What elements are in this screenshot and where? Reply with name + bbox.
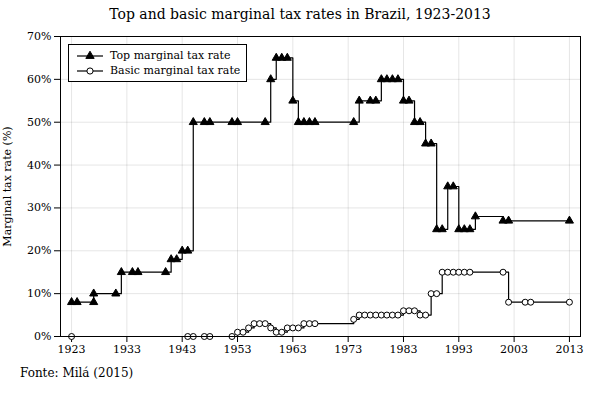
svg-text:1933: 1933 (113, 343, 141, 356)
svg-text:1923: 1923 (58, 343, 86, 356)
html-text:Top marginal tax rate: Top marginal tax rate (110, 49, 231, 62)
svg-text:0%: 0% (34, 330, 51, 343)
svg-text:70%: 70% (27, 30, 51, 43)
svg-text:2003: 2003 (500, 343, 528, 356)
html-text:Top and basic marginal tax rat: Top and basic marginal tax rates in Braz… (109, 6, 491, 22)
svg-text:10%: 10% (27, 287, 51, 300)
svg-text:2013: 2013 (555, 343, 583, 356)
svg-text:1953: 1953 (224, 343, 252, 356)
svg-text:40%: 40% (27, 159, 51, 172)
html-text:Fonte: Milá (2015): Fonte: Milá (2015) (20, 366, 134, 380)
svg-text:30%: 30% (27, 201, 51, 214)
svg-text:60%: 60% (27, 73, 51, 86)
svg-text:1983: 1983 (389, 343, 417, 356)
svg-text:1943: 1943 (168, 343, 196, 356)
html-text:Basic marginal tax rate: Basic marginal tax rate (110, 64, 241, 77)
svg-text:1973: 1973 (334, 343, 362, 356)
svg-text:50%: 50% (27, 116, 51, 129)
svg-text:1963: 1963 (279, 343, 307, 356)
svg-text:1993: 1993 (445, 343, 473, 356)
svg-text:20%: 20% (27, 244, 51, 257)
svg-text:Marginal tax rate (%): Marginal tax rate (%) (1, 126, 14, 246)
